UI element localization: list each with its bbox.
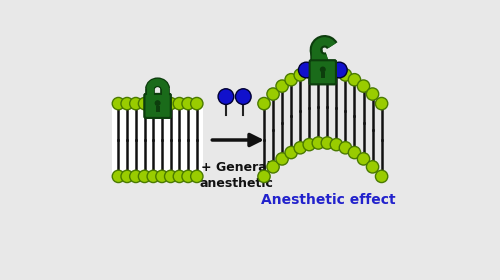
Circle shape (236, 89, 251, 104)
Text: + General
anesthetic: + General anesthetic (199, 161, 273, 190)
Circle shape (112, 170, 124, 183)
Circle shape (190, 170, 203, 183)
Circle shape (298, 62, 314, 78)
Circle shape (182, 170, 194, 183)
Circle shape (164, 97, 177, 110)
Circle shape (138, 97, 150, 110)
Circle shape (285, 74, 298, 86)
Circle shape (218, 89, 234, 104)
FancyBboxPatch shape (309, 59, 337, 85)
Circle shape (285, 146, 298, 159)
Circle shape (276, 153, 288, 165)
FancyBboxPatch shape (112, 104, 203, 176)
Circle shape (258, 170, 270, 183)
Circle shape (147, 97, 160, 110)
Circle shape (376, 97, 388, 110)
Circle shape (276, 80, 288, 92)
Circle shape (267, 88, 279, 100)
Circle shape (348, 74, 360, 86)
Circle shape (376, 170, 388, 183)
Circle shape (294, 142, 306, 154)
Circle shape (267, 161, 279, 173)
FancyBboxPatch shape (310, 60, 336, 84)
Circle shape (320, 67, 326, 73)
Circle shape (173, 97, 186, 110)
Circle shape (330, 66, 342, 78)
Circle shape (258, 97, 270, 110)
Circle shape (340, 69, 351, 81)
Circle shape (312, 64, 324, 76)
Circle shape (358, 153, 370, 165)
Circle shape (121, 170, 134, 183)
Circle shape (164, 170, 177, 183)
Circle shape (156, 170, 168, 183)
Circle shape (154, 100, 160, 106)
Circle shape (190, 97, 203, 110)
FancyBboxPatch shape (144, 93, 172, 119)
Circle shape (156, 97, 168, 110)
Text: Anesthetic effect: Anesthetic effect (261, 193, 396, 207)
Circle shape (138, 170, 150, 183)
Circle shape (147, 170, 160, 183)
Circle shape (348, 146, 360, 159)
FancyBboxPatch shape (144, 94, 171, 118)
Circle shape (173, 170, 186, 183)
Circle shape (130, 170, 142, 183)
Circle shape (303, 66, 316, 78)
Circle shape (312, 137, 324, 149)
Circle shape (294, 69, 306, 81)
Circle shape (321, 137, 334, 149)
Circle shape (130, 97, 142, 110)
Circle shape (321, 64, 334, 76)
Circle shape (182, 97, 194, 110)
Circle shape (366, 88, 378, 100)
Circle shape (358, 80, 370, 92)
Circle shape (340, 142, 351, 154)
Circle shape (303, 138, 316, 151)
Circle shape (330, 138, 342, 151)
Circle shape (121, 97, 134, 110)
Circle shape (332, 62, 347, 78)
Circle shape (366, 161, 378, 173)
Circle shape (112, 97, 124, 110)
